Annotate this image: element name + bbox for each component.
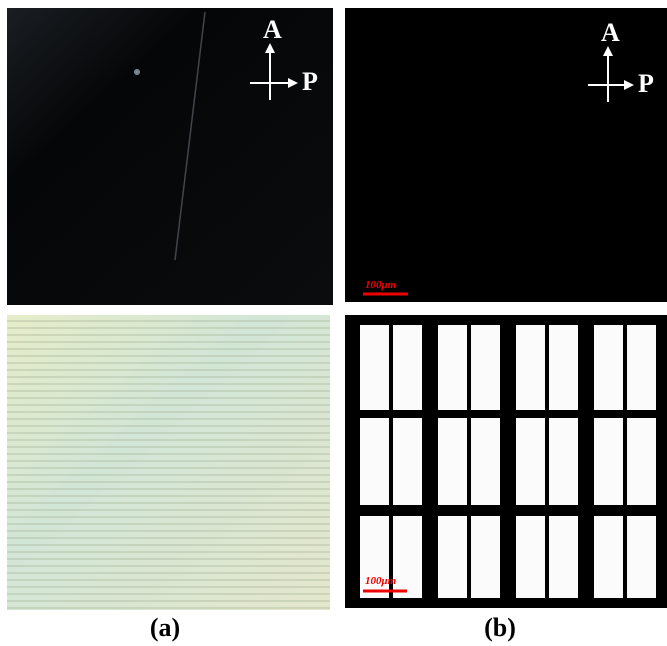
pixel-cell bbox=[360, 418, 389, 505]
panel-top-right: A P 100μm bbox=[345, 8, 667, 302]
pixel-cell bbox=[549, 325, 578, 410]
pixel-cell bbox=[471, 516, 500, 598]
pixel-cell bbox=[393, 325, 422, 410]
polarizer-label: P bbox=[638, 69, 654, 98]
caption: (b) bbox=[484, 613, 516, 642]
pixel-cell bbox=[393, 516, 422, 598]
streak bbox=[174, 11, 206, 261]
analyzer-label: A bbox=[601, 18, 620, 47]
pixel-cell bbox=[471, 325, 500, 410]
pixel-cell bbox=[360, 516, 389, 598]
pixel-cell bbox=[393, 418, 422, 505]
panel-bottom-right-overlay: 100μm bbox=[363, 575, 407, 593]
pixel-cell bbox=[438, 418, 467, 505]
pixel-cell bbox=[516, 516, 545, 598]
speck bbox=[134, 69, 140, 75]
pixel-cell bbox=[516, 418, 545, 505]
scale-bar-label: 100μm bbox=[365, 575, 397, 587]
pixel-cell bbox=[627, 516, 656, 598]
pixel-cell bbox=[360, 325, 389, 410]
pixel-cell bbox=[594, 325, 623, 410]
analyzer-label: A bbox=[263, 15, 282, 44]
pixel-cell bbox=[438, 325, 467, 410]
pixel-cell bbox=[627, 325, 656, 410]
caption: (a) bbox=[150, 613, 180, 642]
micrograph bbox=[7, 8, 333, 305]
panel-bottom-left bbox=[7, 315, 330, 610]
pixel-cell bbox=[549, 516, 578, 598]
pixel-cell bbox=[516, 325, 545, 410]
pixel-cell bbox=[594, 516, 623, 598]
pixel-cell bbox=[549, 418, 578, 505]
scale-bar-label: 100μm bbox=[365, 279, 397, 291]
panel-bottom-right bbox=[345, 315, 667, 608]
pixel-cell bbox=[627, 418, 656, 505]
polarizer-label: P bbox=[302, 67, 318, 96]
texture bbox=[7, 315, 330, 610]
pixel-cell bbox=[594, 418, 623, 505]
pixel-cell bbox=[438, 516, 467, 598]
micrograph bbox=[345, 8, 667, 302]
panel-top-left: A P bbox=[7, 8, 333, 305]
pixel-cell bbox=[471, 418, 500, 505]
